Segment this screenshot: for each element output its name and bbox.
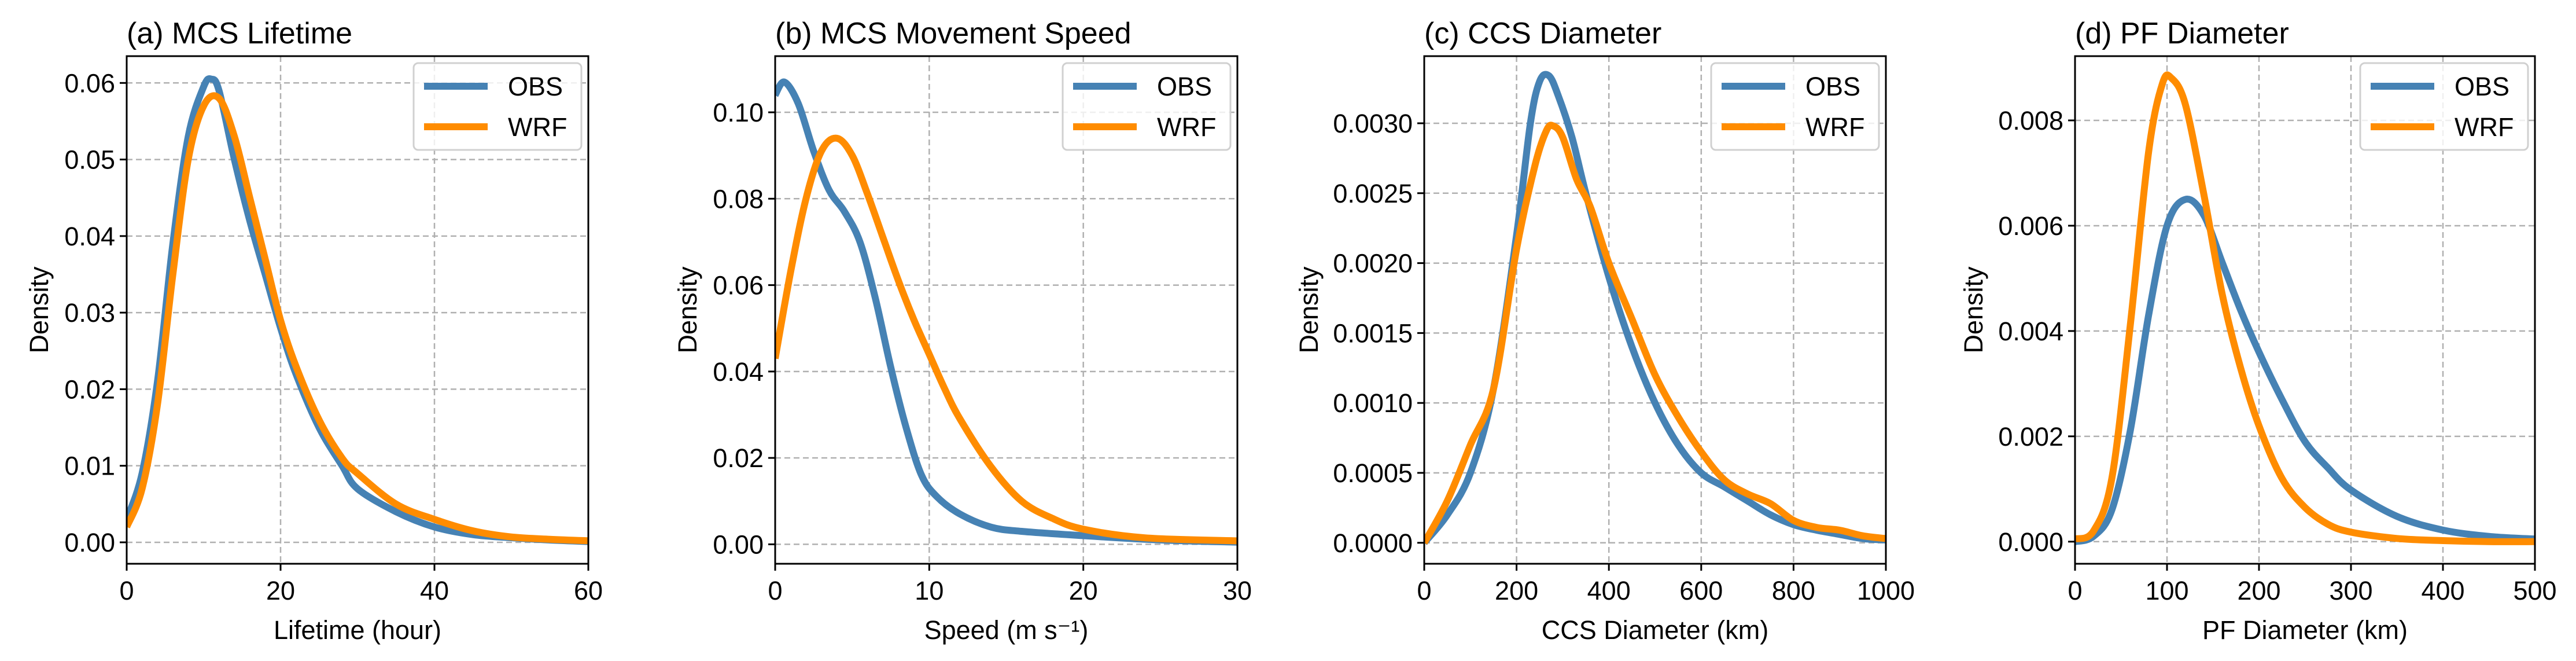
chart-title: (b) MCS Movement Speed xyxy=(775,17,1132,50)
y-tick-label: 0.06 xyxy=(713,271,764,300)
x-tick-label: 100 xyxy=(2145,576,2188,605)
x-tick-label: 0 xyxy=(768,576,782,605)
chart-panel-a: 0 20 40 60 0.00 0.01 0.02 0.03 0.04 0.05 0.06 (a) M… xyxy=(24,17,603,645)
legend: OBS WRF xyxy=(412,62,583,151)
x-axis-label: Lifetime (hour) xyxy=(274,615,441,645)
x-tick-label: 60 xyxy=(574,576,603,605)
x-tick-label: 200 xyxy=(1495,576,1538,605)
x-tick-label: 400 xyxy=(1587,576,1631,605)
y-tick-label: 0.0020 xyxy=(1333,249,1413,278)
series-line-obs xyxy=(775,78,1237,546)
y-tick-label: 0.000 xyxy=(1998,527,2063,557)
legend-label-obs: OBS xyxy=(1157,72,1212,101)
x-tick-label: 600 xyxy=(1679,576,1723,605)
y-tick-label: 0.04 xyxy=(713,357,764,387)
legend-label-obs: OBS xyxy=(2455,72,2509,101)
chart-title: (a) MCS Lifetime xyxy=(127,17,352,50)
legend-label-obs: OBS xyxy=(1805,72,1860,101)
series-line-obs xyxy=(127,75,588,545)
y-axis-label: Density xyxy=(673,266,702,354)
axes-frame xyxy=(1423,55,1887,565)
chart-panel-d: 0 100 200 300 400 500 0.000 0.002 0.004 0.006 0.00… xyxy=(1959,17,2557,645)
y-tick-label: 0.0000 xyxy=(1333,528,1413,558)
y-axis-label: Density xyxy=(24,266,54,354)
x-tick-label: 40 xyxy=(420,576,449,605)
x-tick-label: 1000 xyxy=(1857,576,1915,605)
y-axis-label: Density xyxy=(1959,266,1988,354)
y-tick-label: 0.08 xyxy=(713,184,764,214)
y-tick-label: 0.006 xyxy=(1998,211,2063,241)
x-axis-label: CCS Diameter (km) xyxy=(1542,615,1769,645)
y-tick-label: 0.0010 xyxy=(1333,388,1413,418)
y-tick-label: 0.02 xyxy=(713,443,764,473)
y-tick-label: 0.002 xyxy=(1998,422,2063,451)
y-tick-label: 0.02 xyxy=(64,374,115,404)
y-tick-label: 0.0015 xyxy=(1333,318,1413,348)
x-tick-label: 200 xyxy=(2237,576,2280,605)
x-tick-label: 20 xyxy=(266,576,295,605)
series-line-wrf xyxy=(775,134,1237,545)
chart-panel-b: 0 10 20 30 0.00 0.02 0.04 0.06 0.08 0.10 (b) MCS M… xyxy=(673,17,1252,645)
y-tick-label: 0.00 xyxy=(713,530,764,559)
legend: OBS WRF xyxy=(2359,62,2529,151)
legend-label-wrf: WRF xyxy=(1157,112,1216,142)
x-tick-label: 30 xyxy=(1223,576,1252,605)
x-tick-label: 800 xyxy=(1772,576,1815,605)
y-tick-label: 0.008 xyxy=(1998,106,2063,135)
x-tick-label: 0 xyxy=(1417,576,1431,605)
y-axis-label: Density xyxy=(1294,266,1324,354)
y-tick-label: 0.004 xyxy=(1998,317,2063,346)
chart-title: (d) PF Diameter xyxy=(2075,17,2289,50)
chart-title: (c) CCS Diameter xyxy=(1424,17,1661,50)
y-tick-label: 0.06 xyxy=(64,68,115,98)
axes-frame xyxy=(2074,55,2536,565)
y-tick-label: 0.05 xyxy=(64,145,115,175)
x-axis-label: PF Diameter (km) xyxy=(2202,615,2408,645)
axes-frame xyxy=(774,55,1239,565)
x-tick-label: 10 xyxy=(915,576,944,605)
series-line-wrf xyxy=(127,92,588,545)
legend-label-wrf: WRF xyxy=(1805,112,1864,142)
y-tick-label: 0.04 xyxy=(64,222,115,251)
x-tick-label: 400 xyxy=(2421,576,2464,605)
legend: OBS WRF xyxy=(1062,62,1232,151)
x-tick-label: 20 xyxy=(1069,576,1098,605)
y-tick-label: 0.10 xyxy=(713,98,764,127)
legend-label-wrf: WRF xyxy=(2455,112,2514,142)
legend-label-obs: OBS xyxy=(508,72,563,101)
x-axis-label: Speed (m s⁻¹) xyxy=(924,615,1089,645)
x-tick-label: 300 xyxy=(2329,576,2372,605)
series-line-wrf xyxy=(1424,122,1886,545)
y-tick-label: 0.0030 xyxy=(1333,109,1413,138)
y-tick-label: 0.0005 xyxy=(1333,458,1413,488)
y-tick-label: 0.01 xyxy=(64,451,115,481)
y-tick-label: 0.03 xyxy=(64,298,115,328)
legend-label-wrf: WRF xyxy=(508,112,567,142)
chart-panel-c: 0 200 400 600 800 1000 0.0000 0.0005 0.0010 0.001… xyxy=(1294,17,1915,645)
axes-frame xyxy=(126,55,589,565)
x-tick-label: 0 xyxy=(2068,576,2082,605)
legend: OBS WRF xyxy=(1710,62,1880,151)
y-tick-label: 0.00 xyxy=(64,528,115,557)
series-line-obs xyxy=(2075,196,2535,545)
y-tick-label: 0.0025 xyxy=(1333,179,1413,208)
x-tick-label: 500 xyxy=(2513,576,2556,605)
x-tick-label: 0 xyxy=(119,576,134,605)
series-line-wrf xyxy=(2075,71,2535,545)
